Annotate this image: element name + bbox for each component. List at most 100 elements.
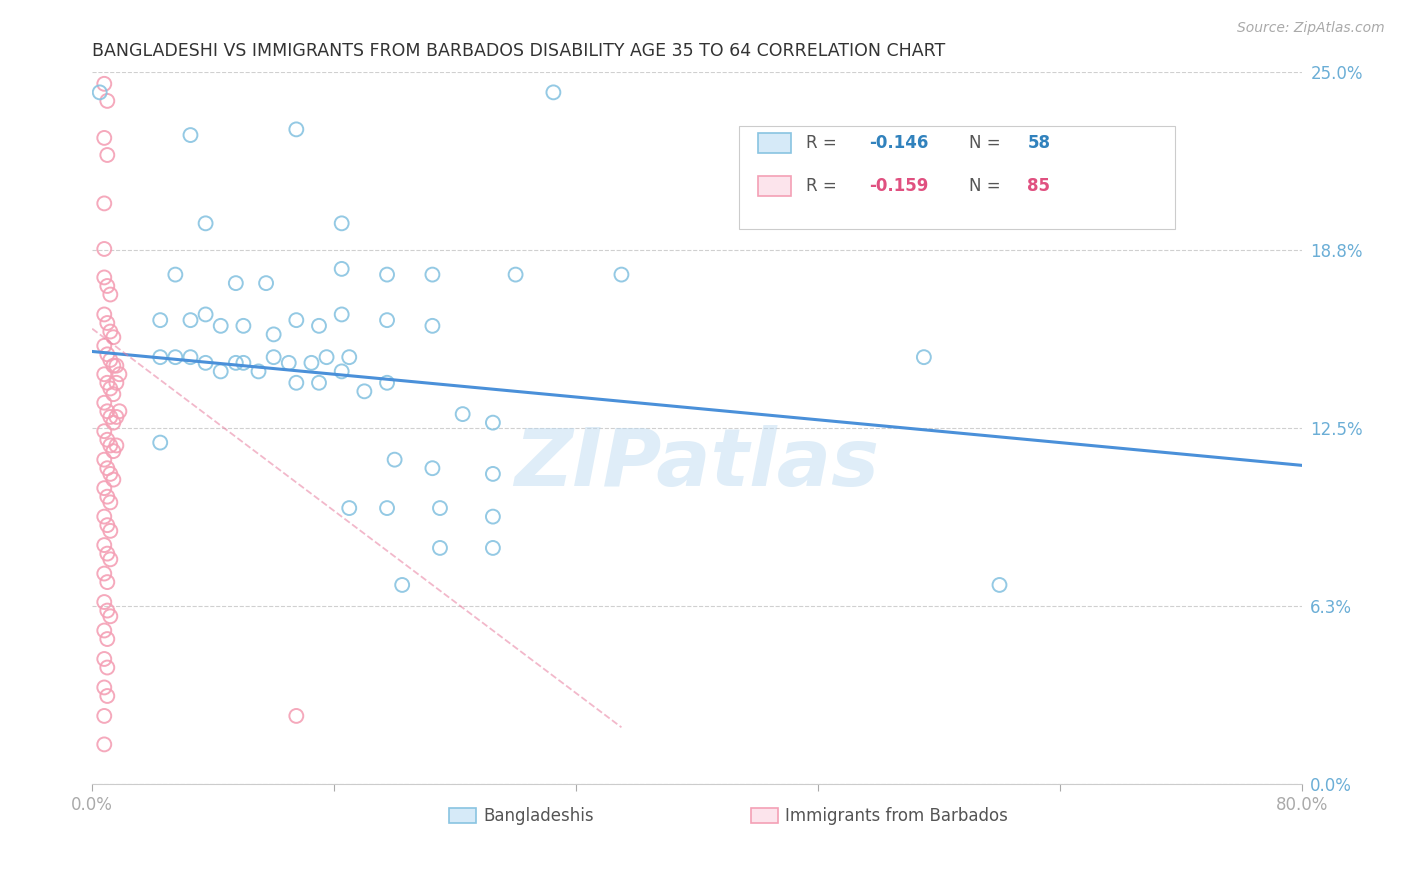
Point <box>232 318 254 333</box>
Point <box>247 364 270 378</box>
Point <box>98 552 121 566</box>
Point <box>98 353 121 368</box>
Point <box>391 578 413 592</box>
Point <box>263 350 285 364</box>
Text: -0.159: -0.159 <box>869 178 928 195</box>
Point <box>988 578 1011 592</box>
Point <box>96 603 118 617</box>
Point <box>93 77 115 91</box>
Point <box>93 339 115 353</box>
Point <box>375 313 398 327</box>
Point <box>93 538 115 552</box>
Point <box>93 131 115 145</box>
Point <box>93 509 115 524</box>
Point <box>96 279 118 293</box>
Point <box>277 356 299 370</box>
Point <box>451 407 474 421</box>
Text: Source: ZipAtlas.com: Source: ZipAtlas.com <box>1237 21 1385 35</box>
Text: -0.146: -0.146 <box>869 134 928 152</box>
Point <box>337 350 360 364</box>
Point <box>96 660 118 674</box>
Point <box>543 86 565 100</box>
Point <box>93 481 115 495</box>
Point <box>165 268 187 282</box>
Point <box>330 216 353 230</box>
Text: 58: 58 <box>1028 134 1050 152</box>
Point <box>422 461 444 475</box>
Point <box>93 452 115 467</box>
Point <box>482 416 505 430</box>
Point <box>912 350 935 364</box>
Point <box>93 709 115 723</box>
Point <box>330 261 353 276</box>
Point <box>96 376 118 390</box>
Point <box>96 547 118 561</box>
Point <box>93 738 115 752</box>
Point <box>482 541 505 555</box>
Point <box>93 424 115 438</box>
Point <box>375 501 398 516</box>
Point <box>103 473 125 487</box>
Point <box>103 330 125 344</box>
Point <box>285 376 308 390</box>
Point <box>98 325 121 339</box>
Point <box>105 359 128 373</box>
Point <box>194 216 217 230</box>
Point <box>263 327 285 342</box>
Point <box>98 287 121 301</box>
Point <box>482 509 505 524</box>
Point <box>285 709 308 723</box>
Point <box>375 268 398 282</box>
Point <box>96 316 118 330</box>
Point <box>422 268 444 282</box>
Point <box>179 350 201 364</box>
FancyBboxPatch shape <box>758 133 792 153</box>
FancyBboxPatch shape <box>758 177 792 196</box>
Point <box>93 566 115 581</box>
Point <box>93 595 115 609</box>
Point <box>96 632 118 646</box>
Point <box>103 387 125 401</box>
Point <box>93 196 115 211</box>
Point <box>96 433 118 447</box>
Point <box>505 268 527 282</box>
Point <box>308 376 330 390</box>
Point <box>105 376 128 390</box>
Point <box>98 438 121 452</box>
Point <box>179 128 201 142</box>
Point <box>384 452 406 467</box>
Point <box>98 495 121 509</box>
Point <box>337 501 360 516</box>
Point <box>149 313 172 327</box>
Point <box>98 524 121 538</box>
Point <box>103 359 125 373</box>
Point <box>308 318 330 333</box>
Point <box>96 148 118 162</box>
Point <box>103 416 125 430</box>
Point <box>98 382 121 396</box>
Point <box>98 609 121 624</box>
Text: Bangladeshis: Bangladeshis <box>482 806 593 824</box>
Point <box>96 518 118 533</box>
Point <box>96 490 118 504</box>
Point <box>194 356 217 370</box>
Point <box>225 356 247 370</box>
Point <box>98 409 121 424</box>
Point <box>103 444 125 458</box>
Point <box>375 376 398 390</box>
Text: N =: N = <box>969 178 1007 195</box>
Point <box>108 404 131 418</box>
Point <box>96 94 118 108</box>
Point <box>93 368 115 382</box>
Point <box>96 575 118 590</box>
Point <box>429 541 451 555</box>
Point <box>108 368 131 382</box>
Text: Immigrants from Barbados: Immigrants from Barbados <box>786 806 1008 824</box>
Point <box>209 318 232 333</box>
Text: R =: R = <box>806 178 842 195</box>
Point <box>149 435 172 450</box>
Point <box>610 268 633 282</box>
Text: BANGLADESHI VS IMMIGRANTS FROM BARBADOS DISABILITY AGE 35 TO 64 CORRELATION CHAR: BANGLADESHI VS IMMIGRANTS FROM BARBADOS … <box>93 42 945 60</box>
Point <box>232 356 254 370</box>
Point <box>105 409 128 424</box>
